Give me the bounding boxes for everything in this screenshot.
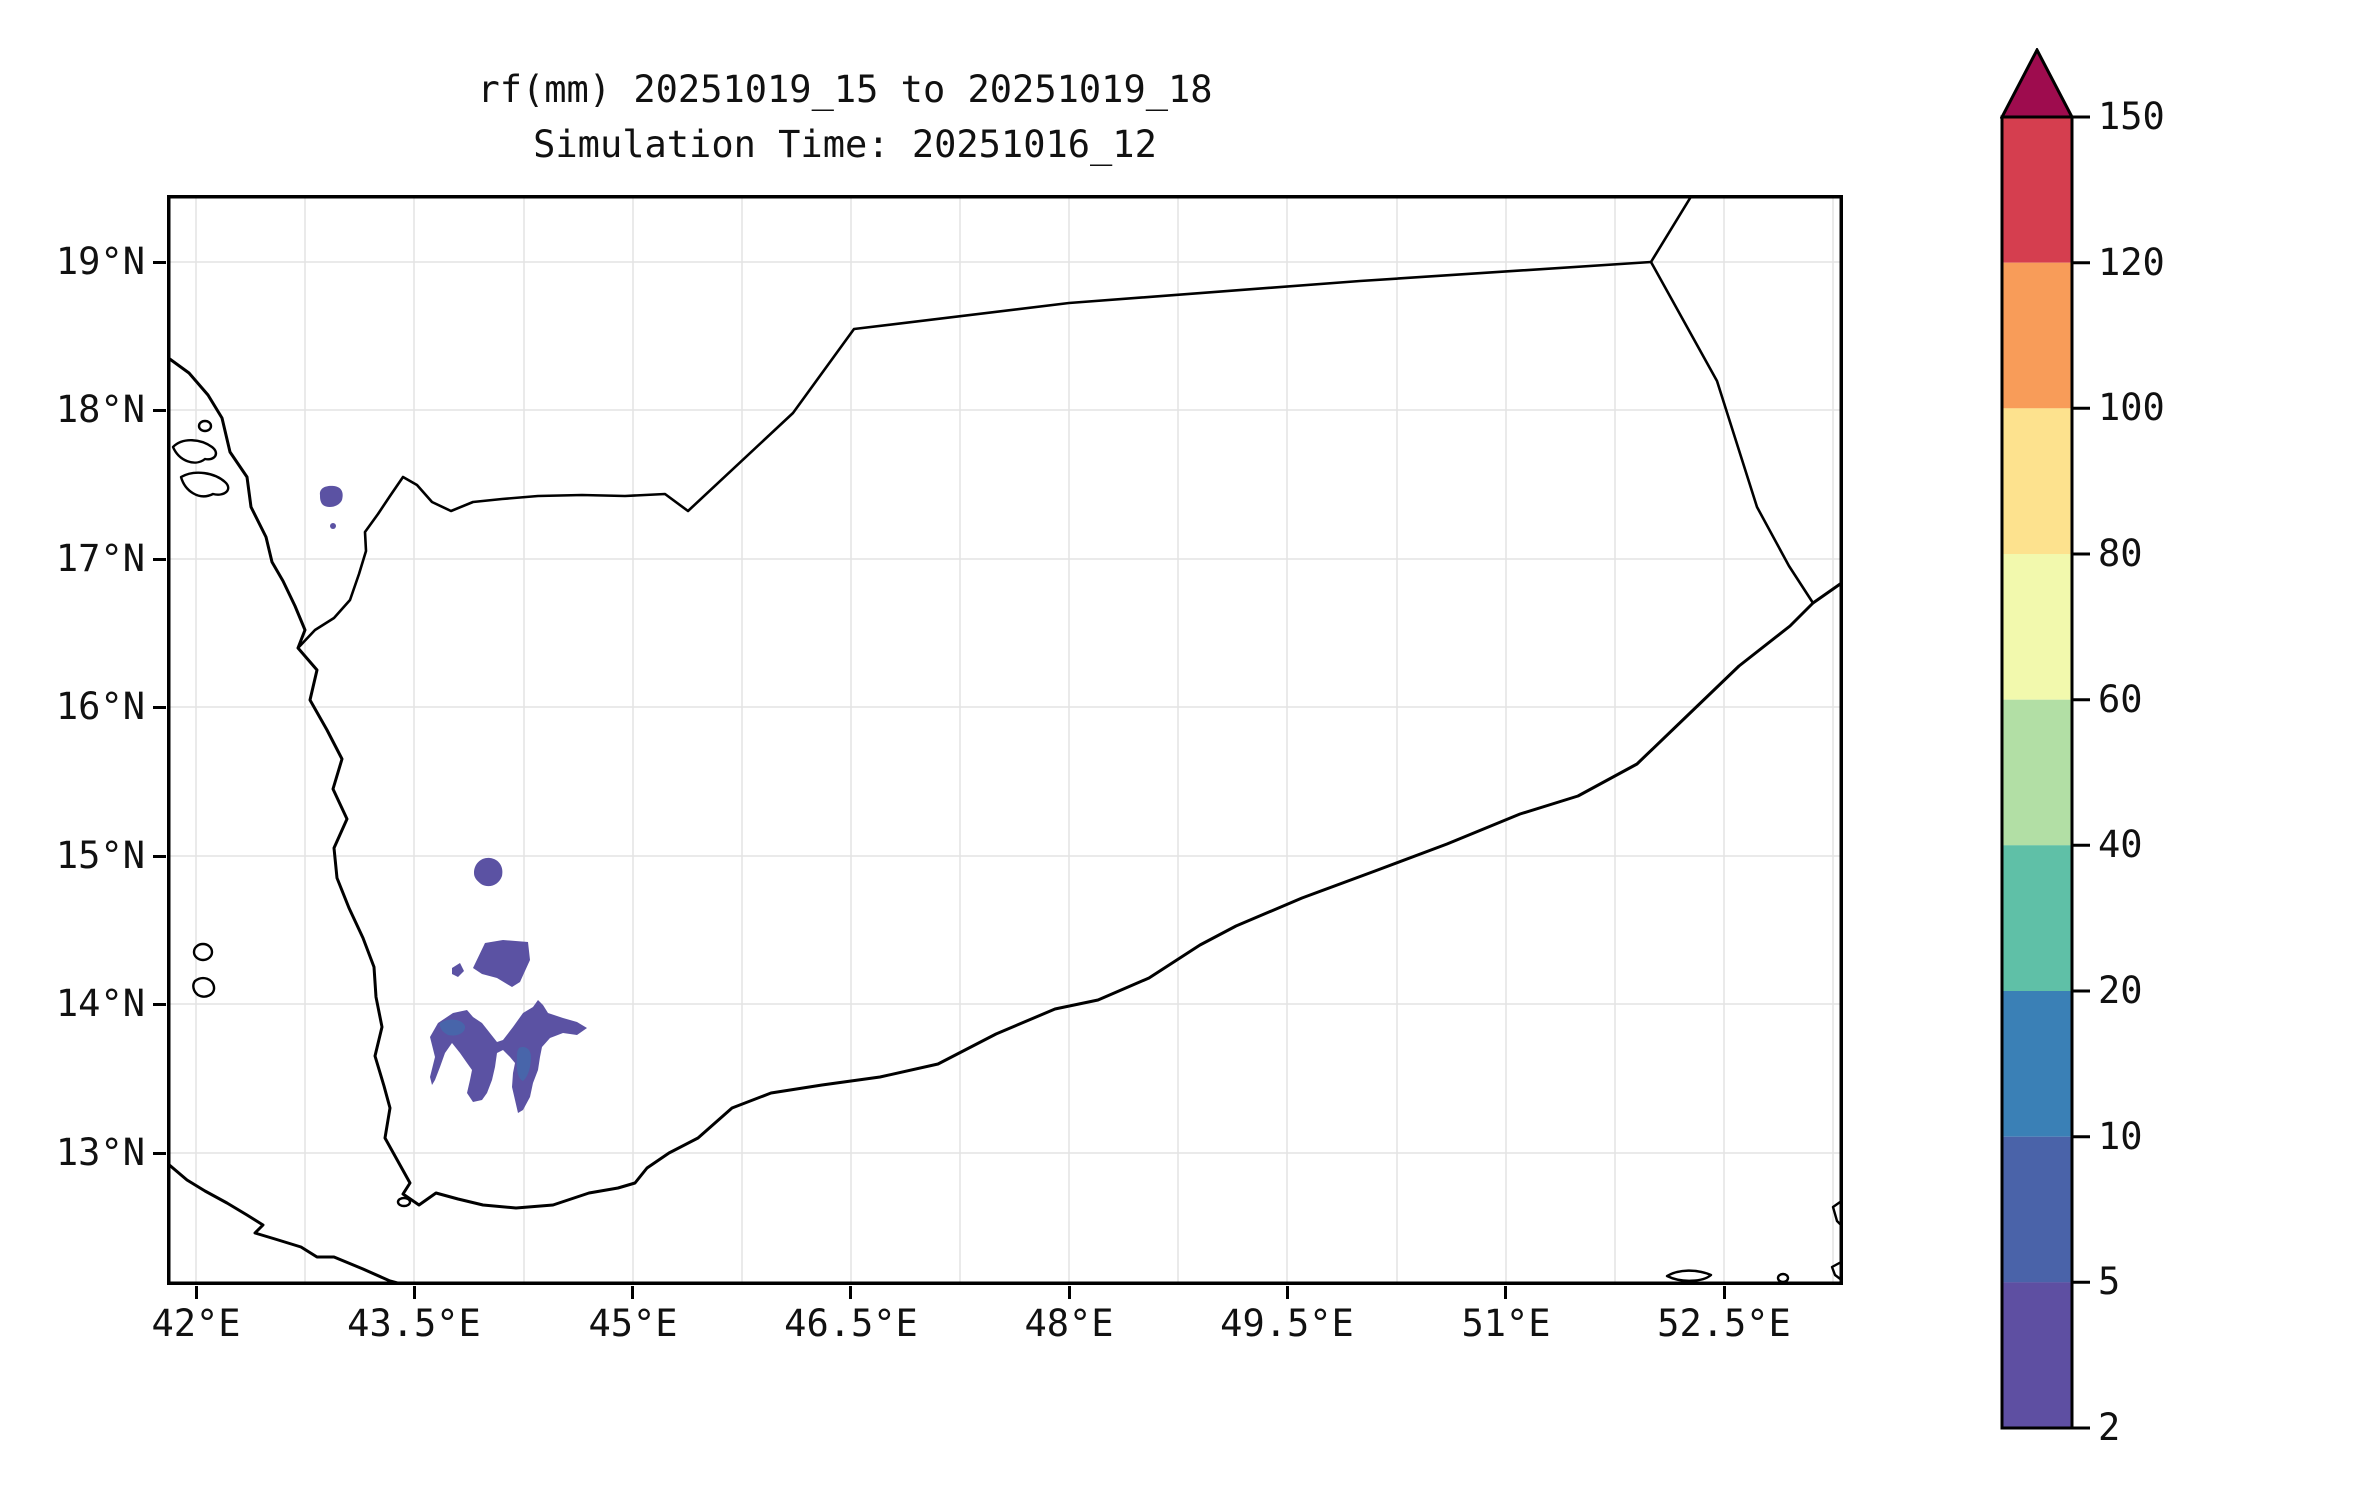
cbar-label-80: 80	[2098, 532, 2143, 575]
x-tick-label-46-5e: 46.5°E	[784, 1302, 918, 1345]
rain-patch-quad	[473, 940, 530, 987]
colorbar	[2000, 48, 2090, 1430]
y-tick-label-13n: 13°N	[55, 1131, 145, 1174]
x-axis-tick	[1504, 1286, 1507, 1299]
cbar-label-2: 2	[2098, 1406, 2121, 1449]
x-tick-label-52-5e: 52.5°E	[1657, 1302, 1791, 1345]
rain-patch-north	[319, 485, 343, 508]
rain-patch-tiny	[452, 963, 464, 977]
cbar-seg-60-80	[2002, 554, 2072, 700]
x-axis-tick	[849, 1286, 852, 1299]
y-axis-tick	[153, 558, 166, 561]
rain-dot	[330, 523, 336, 529]
y-tick-label-17n: 17°N	[55, 537, 145, 580]
red-sea-islands	[171, 419, 412, 1208]
y-tick-label-16n: 16°N	[55, 685, 145, 728]
cbar-seg-120-150	[2002, 117, 2072, 263]
graticule-gridlines	[167, 195, 1843, 1285]
african-coastline	[167, 1161, 407, 1285]
map-canvas	[167, 195, 1843, 1285]
cbar-label-5: 5	[2098, 1260, 2121, 1303]
cbar-seg-20-40	[2002, 845, 2072, 991]
colorbar-over-triangle	[2000, 48, 2075, 119]
colorbar-outline	[2000, 115, 2074, 1430]
y-tick-label-18n: 18°N	[55, 388, 145, 431]
plot-title: rf(mm) 20251019_15 to 20251019_18	[477, 68, 1213, 111]
cbar-label-150: 150	[2098, 95, 2165, 138]
map-frame	[167, 195, 1843, 1285]
x-tick-label-43-5e: 43.5°E	[347, 1302, 481, 1345]
y-axis-tick	[153, 409, 166, 412]
plot-subtitle: Simulation Time: 20251016_12	[533, 123, 1157, 166]
y-axis-tick	[153, 706, 166, 709]
y-tick-label-19n: 19°N	[55, 240, 145, 283]
gulf-of-aden-islands	[1665, 1198, 1843, 1284]
x-tick-label-42e: 42°E	[151, 1302, 241, 1345]
y-axis-tick	[153, 1152, 166, 1155]
cbar-seg-40-60	[2002, 699, 2072, 846]
x-axis-tick	[413, 1286, 416, 1299]
cbar-seg-5-10	[2002, 1136, 2072, 1283]
x-axis-tick	[1068, 1286, 1071, 1299]
cbar-label-40: 40	[2098, 823, 2143, 866]
x-tick-label-51e: 51°E	[1461, 1302, 1551, 1345]
saudi-oman-border	[1649, 195, 1694, 264]
cbar-seg-10-20	[2002, 991, 2072, 1137]
y-tick-label-14n: 14°N	[55, 982, 145, 1025]
x-axis-tick	[1723, 1286, 1726, 1299]
y-axis-tick	[153, 855, 166, 858]
rain-patch-large-cluster	[430, 1000, 587, 1113]
rainfall-patches-2-5mm	[319, 485, 587, 1113]
colorbar-ticks	[2072, 115, 2090, 1430]
y-axis-tick	[153, 261, 166, 264]
saudi-yemen-border	[296, 260, 1653, 650]
rain-core-5-10mm-east	[516, 1047, 531, 1081]
y-tick-label-15n: 15°N	[55, 834, 145, 877]
cbar-seg-80-100	[2002, 408, 2072, 554]
x-axis-tick	[631, 1286, 634, 1299]
x-tick-label-49-5e: 49.5°E	[1220, 1302, 1354, 1345]
yemen-oman-border	[1649, 260, 1815, 605]
x-axis-tick	[1286, 1286, 1289, 1299]
cbar-label-60: 60	[2098, 678, 2143, 721]
cbar-label-10: 10	[2098, 1115, 2143, 1158]
rain-core-5-10mm-west	[439, 1019, 466, 1036]
cbar-label-120: 120	[2098, 241, 2165, 284]
cbar-label-100: 100	[2098, 386, 2165, 429]
arabian-coastline	[167, 355, 1843, 1210]
cbar-seg-100-120	[2002, 262, 2072, 409]
x-tick-label-48e: 48°E	[1024, 1302, 1114, 1345]
cbar-label-20: 20	[2098, 969, 2143, 1012]
y-axis-tick	[153, 1003, 166, 1006]
rain-patch-small-round	[474, 857, 503, 887]
x-tick-label-45e: 45°E	[588, 1302, 678, 1345]
x-axis-tick	[195, 1286, 198, 1299]
cbar-seg-2-5	[2002, 1282, 2072, 1428]
